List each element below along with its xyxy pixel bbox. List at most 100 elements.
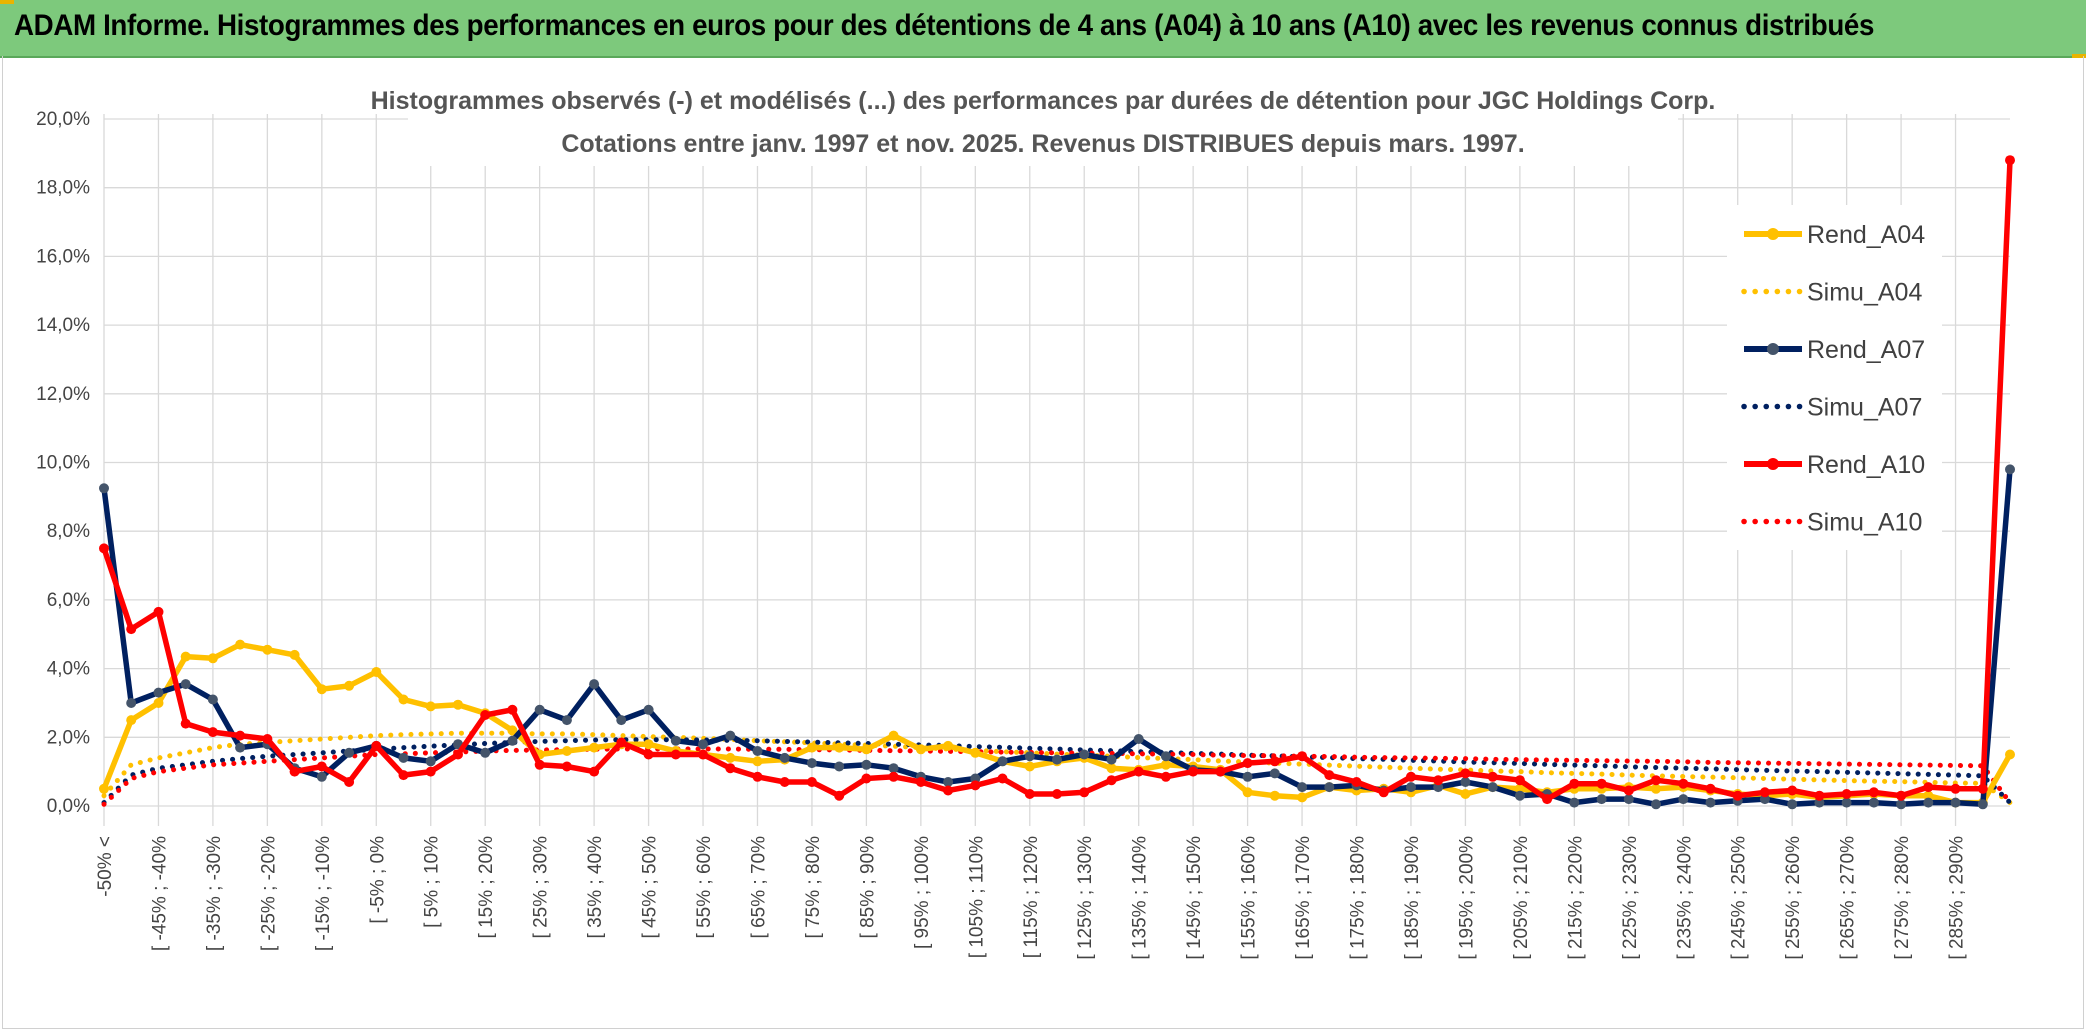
x-tick-label: [ 255% ; 260%	[1783, 836, 1804, 960]
x-tick-label: [ 245% ; 250%	[1729, 836, 1750, 960]
y-tick-label: 14,0%	[36, 315, 90, 336]
data-point-rend-a04	[725, 752, 736, 763]
data-point-rend-a10	[670, 749, 681, 760]
data-point-rend-a07	[1678, 794, 1689, 805]
x-tick-label: [ 25% ; 30%	[531, 836, 552, 939]
chart-legend: Rend_A04 Simu_A04 Rend_A07 Simu_A07 Rend_A10…	[1741, 221, 1925, 537]
x-tick-label: [ 45% ; 50%	[640, 836, 661, 939]
data-point-rend-a04	[1460, 789, 1471, 799]
data-point-rend-a10	[943, 785, 954, 796]
data-point-rend-a07	[806, 758, 817, 769]
data-point-rend-a07	[643, 704, 654, 715]
data-point-rend-a10	[1596, 778, 1607, 789]
data-point-rend-a10	[1487, 771, 1498, 782]
data-point-rend-a04	[915, 744, 926, 755]
data-point-rend-a07	[425, 756, 436, 767]
data-point-rend-a07	[1052, 754, 1062, 765]
data-point-rend-a10	[752, 771, 763, 782]
data-point-rend-a07	[1841, 797, 1852, 808]
data-point-rend-a10	[1569, 778, 1580, 789]
data-point-rend-a07	[1433, 782, 1444, 793]
legend-label-rend-a07: Rend_A07	[1807, 336, 1925, 364]
y-tick-label: 18,0%	[36, 178, 90, 199]
data-point-rend-a10	[507, 704, 518, 715]
data-point-rend-a07	[1106, 754, 1117, 765]
data-point-rend-a10	[779, 777, 790, 787]
data-point-rend-a04	[1106, 763, 1117, 774]
data-point-rend-a10	[1841, 789, 1852, 799]
data-point-rend-a10	[316, 761, 327, 772]
data-point-rend-a04	[834, 742, 845, 753]
data-point-rend-a07	[1297, 782, 1308, 793]
data-point-rend-a07	[207, 694, 218, 705]
data-point-rend-a10	[1433, 775, 1444, 786]
data-point-rend-a07	[1079, 749, 1090, 760]
data-point-rend-a07	[1950, 797, 1961, 808]
data-point-rend-a04	[589, 742, 600, 753]
data-point-rend-a07	[1977, 799, 1988, 810]
data-point-rend-a07	[316, 771, 327, 782]
data-point-rend-a07	[1569, 797, 1580, 808]
data-point-rend-a10	[1242, 758, 1253, 769]
y-axis-ticks: 0,0% 2,0% 4,0% 6,0% 8,0% 10,0% 12,0% 14,0% 16,0%…	[36, 109, 90, 817]
x-tick-label: [ 165% ; 170%	[1293, 836, 1314, 960]
data-point-rend-a10	[1351, 777, 1362, 787]
data-point-rend-a07	[752, 746, 763, 756]
chart-subtitle: Cotations entre janv. 1997 et nov. 2025.…	[561, 130, 1524, 158]
data-point-rend-a10	[1297, 751, 1308, 762]
data-point-rend-a10	[643, 749, 654, 760]
x-tick-label: [ 285% ; 290%	[1947, 836, 1968, 960]
data-point-rend-a04	[888, 730, 899, 741]
x-tick-label: [ -25% ; -20%	[258, 836, 279, 951]
data-point-rend-a10	[425, 766, 436, 777]
data-point-rend-a04	[970, 747, 981, 758]
data-point-rend-a10	[1623, 785, 1634, 796]
x-tick-label: [ 205% ; 210%	[1511, 836, 1532, 960]
data-point-rend-a10	[235, 730, 246, 741]
data-point-rend-a04	[316, 684, 327, 695]
data-point-rend-a10	[1269, 756, 1280, 767]
data-point-rend-a10	[153, 606, 164, 617]
data-point-rend-a07	[698, 739, 708, 750]
data-point-rend-a07	[398, 752, 409, 763]
y-tick-label: 2,0%	[47, 727, 90, 748]
data-point-rend-a10	[1406, 771, 1416, 782]
data-point-rend-a04	[262, 644, 273, 655]
corner-mark-right	[2072, 54, 2086, 58]
x-tick-label: [ 185% ; 190%	[1402, 836, 1423, 960]
data-point-rend-a04	[1514, 783, 1525, 794]
data-point-rend-a07	[1324, 782, 1335, 793]
data-point-rend-a10	[480, 710, 491, 720]
data-point-rend-a07	[507, 735, 518, 746]
data-point-rend-a07	[126, 698, 137, 708]
data-point-rend-a10	[1460, 768, 1471, 779]
data-point-rend-a04	[344, 680, 355, 691]
data-point-rend-a07	[561, 715, 572, 726]
data-point-rend-a04	[1297, 792, 1308, 803]
report-title: ADAM Informe. Histogrammes des performan…	[14, 9, 1875, 42]
legend-marker-rend-a04	[1767, 228, 1779, 240]
x-tick-label: [ 135% ; 140%	[1130, 836, 1151, 960]
data-point-rend-a04	[453, 699, 463, 710]
chart-series	[99, 155, 2015, 810]
y-tick-label: 20,0%	[36, 109, 90, 130]
data-point-rend-a10	[589, 766, 600, 777]
data-point-rend-a04	[207, 653, 218, 664]
x-tick-label: -50% <	[95, 836, 116, 897]
data-point-rend-a07	[1923, 797, 1934, 808]
data-point-rend-a04	[425, 701, 436, 712]
report-banner: ADAM Informe. Histogrammes des performan…	[0, 0, 2086, 58]
title-background	[408, 82, 1678, 166]
legend-marker-rend-a07	[1767, 343, 1779, 355]
legend-label-rend-a10: Rend_A10	[1807, 451, 1925, 479]
data-point-rend-a10	[453, 749, 463, 760]
data-point-rend-a10	[1378, 787, 1389, 798]
legend-background	[1727, 205, 1942, 550]
data-point-rend-a10	[1977, 783, 1988, 794]
data-point-rend-a10	[725, 763, 736, 774]
data-point-rend-a10	[1133, 766, 1144, 777]
data-point-rend-a10	[1651, 775, 1661, 786]
x-tick-label: [ 65% ; 70%	[748, 836, 769, 939]
data-point-rend-a10	[1787, 785, 1798, 796]
